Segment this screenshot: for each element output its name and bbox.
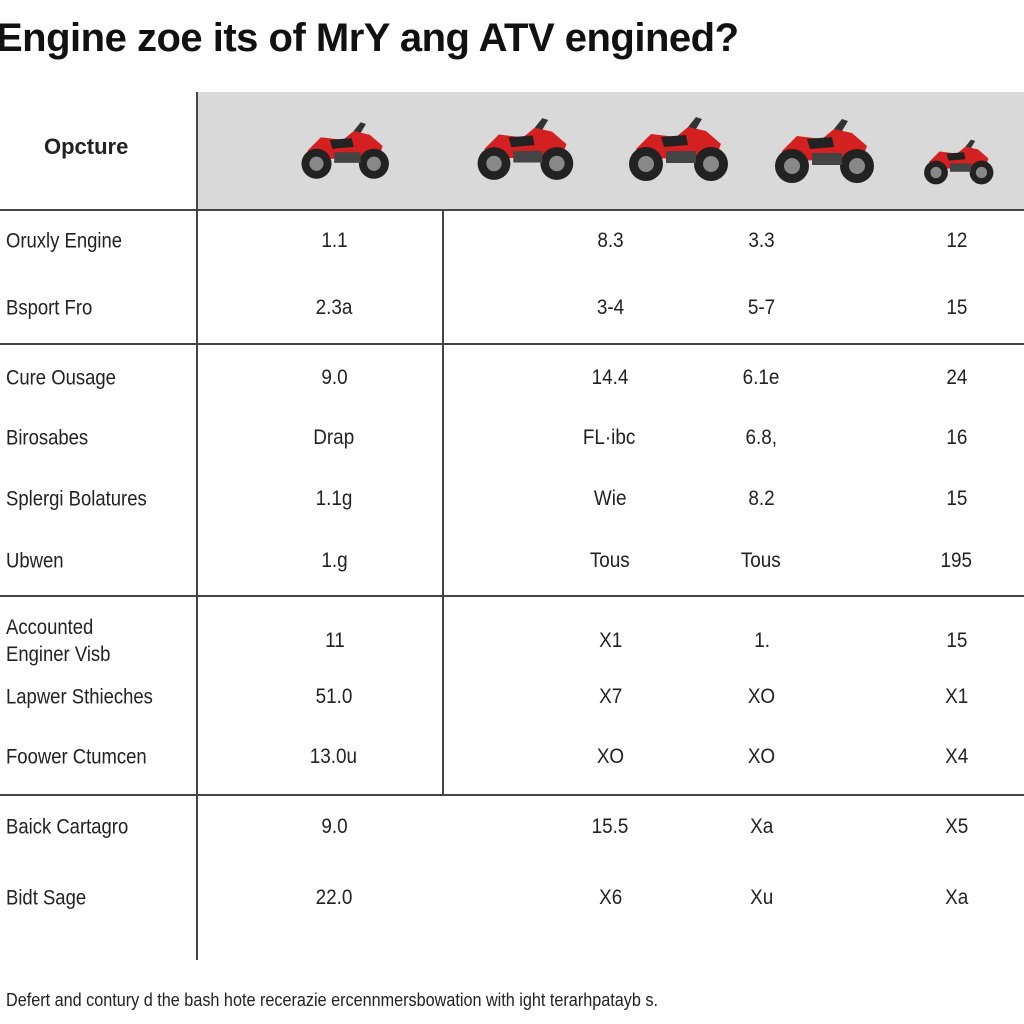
header-label: Opcture — [44, 134, 129, 159]
row-label: Birosabes — [6, 426, 89, 450]
row-label: Accounted Enginer Visb — [6, 616, 111, 666]
cell-value: 6.8, — [745, 426, 778, 449]
cell-value: 12 — [946, 229, 968, 252]
cell-value: Drap — [313, 426, 355, 449]
row-label: Bidt Sage — [6, 886, 87, 910]
cell-value: X7 — [599, 685, 623, 708]
cell-value: X4 — [945, 745, 969, 768]
cell-value: Xu — [750, 886, 774, 909]
cell-value: XO — [596, 745, 625, 768]
cell-value: X6 — [599, 886, 623, 909]
row-label: Oruxly Engine — [6, 229, 123, 253]
grid — [0, 92, 1024, 960]
cell-value: 11 — [325, 629, 345, 652]
cell-value: 1.1g — [315, 487, 353, 510]
cell-value: 13.0u — [309, 745, 358, 768]
cell-value: 5-7 — [747, 296, 776, 319]
cell-value: 8.3 — [597, 229, 624, 252]
row-label: Splergi Bolatures — [6, 487, 147, 511]
cell-value: 2.3a — [315, 296, 353, 319]
cell-value: 6.1e — [742, 366, 780, 389]
cell-value: 9.0 — [321, 366, 348, 389]
cell-value: 15 — [946, 629, 968, 652]
cell-value: Xa — [945, 886, 969, 909]
cell-value: X5 — [945, 815, 969, 838]
row-label: Bsport Fro — [6, 296, 93, 320]
cell-value: 15 — [946, 487, 968, 510]
cell-value: 195 — [940, 549, 973, 572]
cell-value: Wie — [593, 487, 627, 510]
cell-value: 1. — [754, 629, 771, 652]
cell-value: XO — [747, 745, 776, 768]
cell-value: 1.1 — [321, 229, 348, 252]
cell-value: X1 — [599, 629, 623, 652]
row-label: Foower Ctumcen — [6, 745, 147, 769]
cell-value: XO — [747, 685, 776, 708]
cell-value: 9.0 — [321, 815, 348, 838]
cell-value: 15 — [946, 296, 968, 319]
cell-value: 3.3 — [748, 229, 775, 252]
footer-note: Defert and contury d the bash hote recer… — [6, 990, 658, 1010]
cell-value: Tous — [589, 549, 630, 572]
title: Engine zoe its of MrY ang ATV engined? — [0, 16, 739, 60]
cell-value: FL·ibc — [582, 426, 636, 449]
cell-value: 51.0 — [315, 685, 353, 708]
cell-value: 24 — [946, 366, 968, 389]
cell-value: 15.5 — [591, 815, 629, 838]
row-label: Ubwen — [6, 549, 64, 573]
row-label: Cure Ousage — [6, 366, 116, 390]
cell-value: X1 — [945, 685, 969, 708]
cell-value: Tous — [740, 549, 781, 572]
row-label: Baick Cartagro — [6, 815, 129, 839]
cell-value: Xa — [750, 815, 774, 838]
cell-value: 22.0 — [315, 886, 353, 909]
cell-value: 8.2 — [748, 487, 775, 510]
cell-value: 3-4 — [596, 296, 625, 319]
cell-value: 14.4 — [591, 366, 629, 389]
cell-value: 1.g — [321, 549, 348, 572]
row-label: Lapwer Sthieches — [6, 685, 153, 709]
cell-value: 16 — [946, 426, 968, 449]
